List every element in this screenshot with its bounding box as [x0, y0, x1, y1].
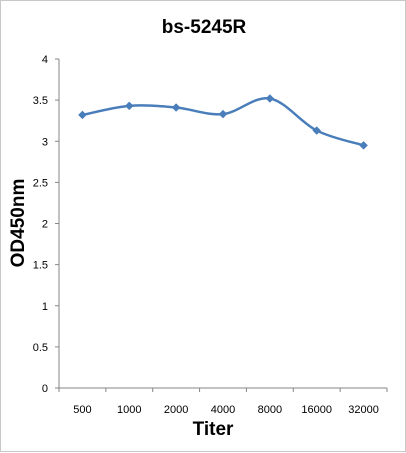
x-axis-title: Titer	[193, 419, 234, 440]
data-point-marker	[265, 94, 275, 103]
y-tick-label: 2	[42, 219, 48, 231]
x-tick-label: 32000	[348, 404, 379, 416]
series-group	[78, 94, 368, 150]
data-point-marker	[78, 110, 87, 120]
data-point-marker	[359, 141, 368, 150]
data-point-marker	[124, 101, 134, 111]
x-tick-label: 1000	[117, 404, 141, 416]
y-axis-title: OD450nm	[8, 179, 29, 268]
x-tick-label: 4000	[211, 404, 235, 416]
data-point-marker	[171, 103, 181, 112]
y-tick-label: 3	[42, 136, 48, 148]
x-tick-label: 500	[73, 404, 91, 416]
chart-title: bs-5245R	[162, 17, 247, 38]
x-tick-label: 16000	[301, 404, 332, 416]
y-tick-label: 3.5	[33, 95, 48, 107]
x-ticks: 500 1000 2000 4000 8000 16000 32000	[58, 388, 388, 416]
y-tick-label: 1	[42, 301, 48, 313]
y-tick-label: 1.5	[33, 260, 48, 272]
y-tick-label: 4	[42, 54, 48, 66]
data-point-marker	[312, 126, 322, 135]
x-tick-label: 2000	[164, 404, 188, 416]
data-point-marker	[218, 109, 228, 119]
y-tick-label: 0.5	[33, 342, 48, 354]
y-ticks: 0 0.5 1 1.5 2 2.5 3 3.5 4	[33, 54, 59, 395]
series-line	[82, 97, 364, 147]
x-tick-label: 8000	[258, 404, 282, 416]
y-tick-label: 0	[42, 383, 48, 395]
y-tick-label: 2.5	[33, 177, 48, 189]
